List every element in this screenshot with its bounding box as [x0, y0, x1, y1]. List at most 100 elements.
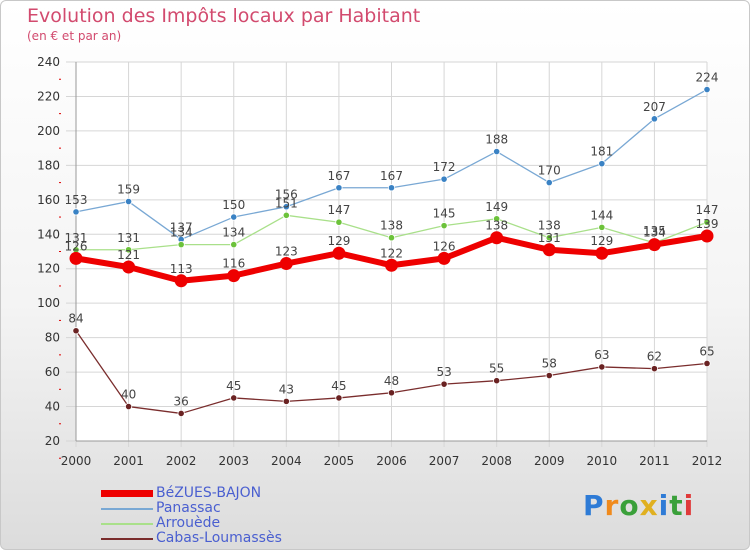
data-point [493, 215, 501, 223]
chart-title: Evolution des Impôts locaux par Habitant [27, 5, 421, 27]
data-point [385, 258, 398, 272]
x-tick-label: 2012 [692, 454, 723, 468]
data-point [598, 363, 606, 371]
data-label: 123 [275, 245, 298, 259]
legend-label: BéZUES-BAJON [156, 485, 262, 501]
data-label: 40 [121, 388, 136, 402]
data-label: 138 [380, 219, 403, 233]
data-point [700, 229, 714, 243]
data-label: 135 [643, 224, 666, 238]
legend-item: Cabas-Loumassès [101, 531, 282, 546]
x-tick-label: 2006 [376, 454, 407, 468]
legend-swatch [101, 537, 153, 540]
data-point [230, 394, 238, 402]
data-label: 131 [65, 231, 88, 245]
data-point [174, 274, 188, 288]
data-point [545, 178, 553, 187]
data-label: 63 [594, 348, 609, 362]
data-point [542, 243, 556, 257]
x-tick-label: 2001 [113, 454, 144, 468]
legend-label: Cabas-Loumassès [156, 530, 282, 546]
data-label: 172 [433, 160, 456, 174]
data-label: 134 [170, 226, 193, 240]
y-tick-label: 240 [37, 55, 60, 69]
data-point [647, 238, 661, 252]
data-label: 122 [380, 246, 403, 260]
data-label: 134 [643, 226, 666, 240]
data-label: 129 [327, 234, 350, 248]
data-point [282, 211, 290, 219]
data-label: 45 [226, 379, 241, 393]
data-point [650, 115, 659, 123]
data-point [703, 359, 711, 368]
data-label: 45 [331, 379, 346, 393]
proxiti-logo: Proxiti [583, 489, 694, 522]
data-point [282, 203, 290, 211]
data-point [72, 208, 80, 216]
logo-letter: i [683, 489, 695, 522]
data-point [282, 397, 290, 405]
data-point [335, 184, 343, 192]
y-tick-label: 40 [45, 400, 60, 414]
x-tick-label: 2010 [587, 454, 618, 468]
data-point [703, 218, 711, 226]
data-label: 167 [380, 169, 403, 183]
data-point [598, 160, 606, 168]
legend: BéZUES-BAJON Panassac Arrouède Cabas-Loumas… [101, 486, 282, 546]
data-point [440, 222, 448, 230]
y-tick-label: 220 [37, 89, 60, 103]
data-label: 139 [696, 217, 719, 231]
data-label: 147 [327, 203, 350, 217]
x-tick-label: 2003 [218, 454, 249, 468]
data-label: 159 [117, 183, 140, 197]
data-label: 121 [117, 248, 140, 262]
data-label: 55 [489, 362, 504, 376]
data-label: 137 [170, 220, 193, 234]
x-tick-label: 2011 [639, 454, 670, 468]
data-point [335, 394, 343, 402]
data-label: 43 [279, 382, 294, 396]
data-label: 188 [485, 133, 508, 147]
data-point [703, 85, 711, 94]
logo-letter: o [619, 489, 640, 522]
data-label: 181 [590, 145, 613, 159]
data-point [440, 380, 448, 388]
data-point [177, 409, 185, 418]
y-tick-label: 160 [37, 193, 60, 207]
legend-label: Panassac [156, 500, 221, 516]
data-point [493, 377, 501, 385]
data-label: 48 [384, 374, 399, 388]
legend-swatch [101, 490, 153, 497]
y-tick-label: 180 [37, 158, 60, 172]
data-point [387, 234, 396, 242]
data-label: 53 [436, 365, 451, 379]
data-label: 151 [275, 196, 298, 210]
data-point [490, 231, 504, 245]
data-label: 126 [433, 239, 456, 253]
data-point [387, 389, 396, 397]
data-label: 149 [485, 200, 508, 214]
data-label: 62 [647, 350, 662, 364]
data-point [437, 251, 451, 265]
data-label: 167 [327, 169, 350, 183]
data-label: 144 [590, 208, 613, 222]
x-tick-label: 2005 [324, 454, 355, 468]
data-label: 207 [643, 100, 666, 114]
y-tick-label: 100 [37, 296, 60, 310]
data-point [124, 402, 133, 411]
logo-letter: x [639, 489, 659, 522]
data-point [545, 371, 553, 380]
chart-subtitle: (en € et par an) [27, 29, 122, 43]
data-label: 113 [170, 262, 193, 276]
data-label: 129 [590, 234, 613, 248]
legend-swatch [101, 522, 153, 525]
data-point [227, 269, 241, 283]
data-point [598, 223, 606, 231]
data-label: 138 [485, 219, 508, 233]
legend-item: Arrouède [101, 516, 282, 531]
data-point [230, 241, 238, 249]
data-label: 156 [275, 188, 298, 202]
y-tick-label: 60 [45, 365, 60, 379]
